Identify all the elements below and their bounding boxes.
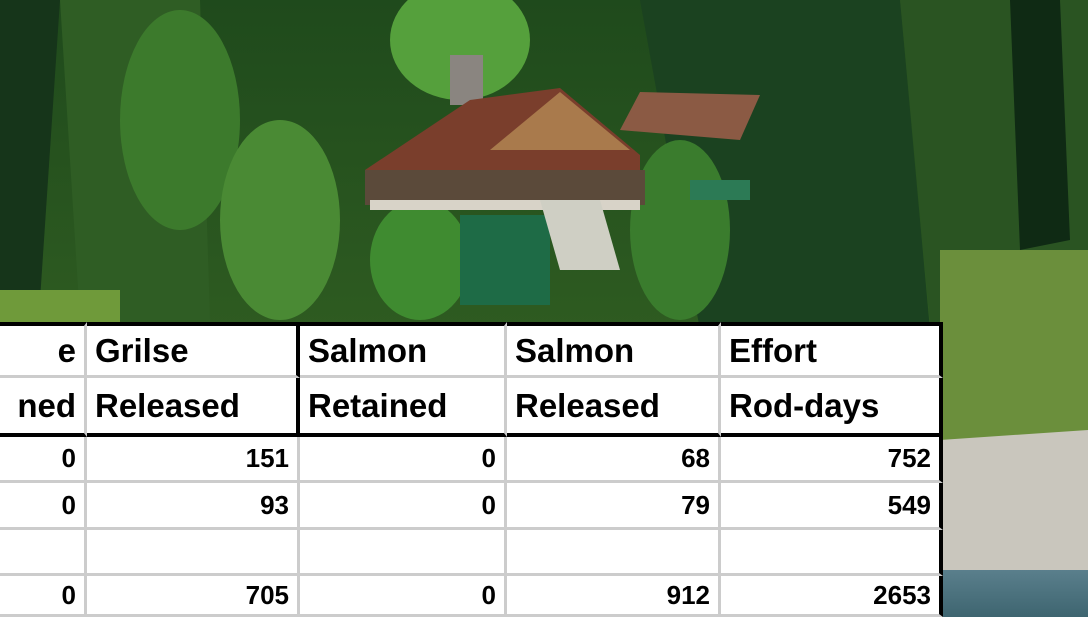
header-cell: Released [507, 378, 721, 437]
header-cell: Released [87, 378, 300, 437]
total-cell: 0 [0, 576, 87, 617]
total-cell: 912 [507, 576, 721, 617]
data-cell: 79 [507, 483, 721, 530]
data-cell: 0 [0, 437, 87, 483]
blank-cell [507, 530, 721, 576]
blank-cell [87, 530, 300, 576]
header-cell: Rod-days [721, 378, 943, 437]
header-cell: Grilse [87, 322, 300, 378]
data-cell: 68 [507, 437, 721, 483]
data-cell: 0 [0, 483, 87, 530]
header-cell: Salmon [300, 322, 507, 378]
data-cell: 549 [721, 483, 943, 530]
data-cell: 752 [721, 437, 943, 483]
header-cell: Salmon [507, 322, 721, 378]
blank-cell [300, 530, 507, 576]
header-cell: Retained [300, 378, 507, 437]
page: enedGrilseReleasedSalmonRetainedSalmonRe… [0, 0, 1088, 617]
total-cell: 705 [87, 576, 300, 617]
total-cell: 2653 [721, 576, 943, 617]
data-cell: 93 [87, 483, 300, 530]
header-cell: e [0, 322, 87, 378]
data-cell: 0 [300, 483, 507, 530]
data-cell: 0 [300, 437, 507, 483]
blank-cell [721, 530, 943, 576]
header-cell: ned [0, 378, 87, 437]
blank-cell [0, 530, 87, 576]
header-cell: Effort [721, 322, 943, 378]
total-cell: 0 [300, 576, 507, 617]
data-cell: 151 [87, 437, 300, 483]
